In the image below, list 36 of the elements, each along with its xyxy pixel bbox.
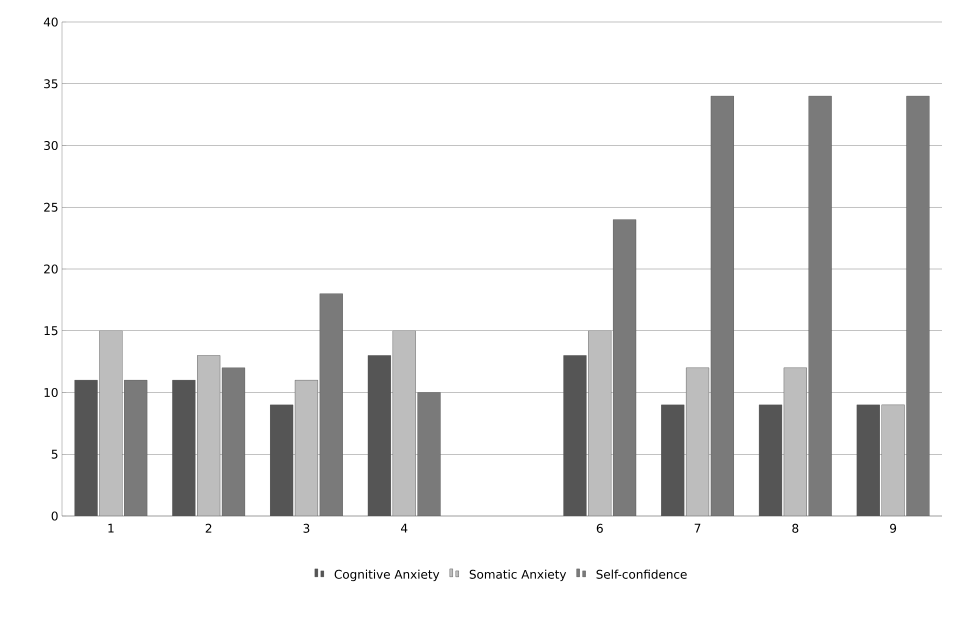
bar [197,355,220,516]
bar [392,330,416,516]
bar [808,96,832,516]
legend-label: Cognitive Anxiety [334,570,440,582]
y-tick-label: 40 [44,17,58,27]
bar [99,330,122,516]
bar [882,404,905,516]
y-tick-label: 5 [52,450,58,459]
y-tick-label: 25 [44,202,58,212]
y-tick-label: 15 [44,326,58,336]
x-tick-label: 3 [304,524,310,533]
bar [222,368,245,516]
x-tick-label: 8 [792,524,798,533]
x-tick-label: 6 [596,524,603,533]
legend-label: Somatic Anxiety [470,570,566,582]
legend-label: Self-confidence [596,570,687,579]
bar [612,219,636,516]
x-tick-label: 9 [890,524,896,533]
y-tick-label: 20 [44,264,58,274]
y-tick-label: 35 [44,79,58,88]
x-tick-label: 7 [694,524,700,532]
bar [710,96,734,516]
y-tick-label: 10 [44,388,58,398]
x-tick-label: 1 [108,524,114,532]
bar [418,392,440,516]
bar [784,368,807,516]
bar [906,96,930,516]
bar [124,380,148,516]
bar [588,330,612,516]
bar [686,368,710,516]
x-tick-label: 4 [400,524,408,532]
y-tick-label: 30 [44,140,58,150]
x-tick-label: 2 [206,524,212,533]
bar [320,294,343,516]
bar [295,380,318,516]
y-tick-label: 0 [52,511,58,521]
